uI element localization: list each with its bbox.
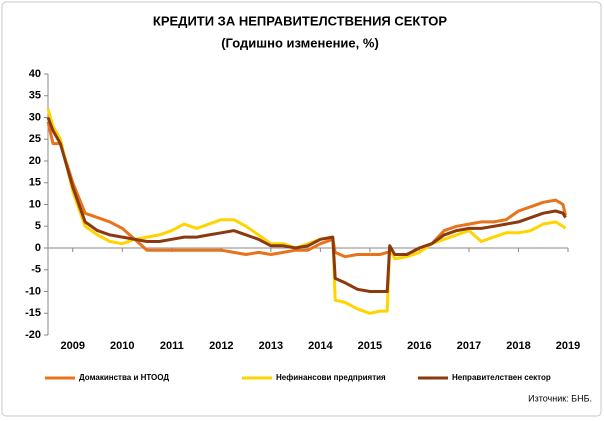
legend-label: Нефинансови предприятия [276,373,386,382]
y-tick-label: 30 [29,111,41,123]
source-note: Източник: БНБ. [528,393,592,403]
y-tick-label: 10 [29,198,41,210]
y-tick-label: 35 [29,90,41,102]
x-tick-label: 2014 [308,340,333,352]
x-tick-label: 2011 [160,340,184,352]
y-tick-label: 15 [29,177,41,189]
chart-title: КРЕДИТИ ЗА НЕПРАВИТЕЛСТВЕНИЯ СЕКТОР [153,13,448,28]
y-tick-label: 20 [29,155,41,167]
x-tick-label: 2017 [457,340,481,352]
y-tick-label: -5 [31,264,41,276]
x-tick-label: 2010 [110,340,134,352]
x-tick-label: 2018 [506,340,530,352]
y-tick-label: -20 [25,329,41,341]
x-tick-label: 2015 [358,340,382,352]
chart-subtitle: (Годишно изменение, %) [221,35,379,50]
x-tick-label: 2016 [407,340,431,352]
legend-label: Неправителствен сектор [452,373,551,382]
legend-label: Домакинства и НТООД [79,373,169,382]
y-tick-label: 40 [29,68,41,80]
series-line [46,116,567,293]
x-tick-label: 2012 [209,340,233,352]
x-tick-label: 2009 [61,340,85,352]
y-tick-label: 5 [35,220,41,232]
y-tick-label: -10 [25,285,41,297]
y-tick-label: -15 [25,307,41,319]
y-tick-label: 25 [29,133,41,145]
x-tick-label: 2013 [259,340,283,352]
x-tick-label: 2019 [556,340,580,352]
y-tick-label: 0 [35,242,41,254]
